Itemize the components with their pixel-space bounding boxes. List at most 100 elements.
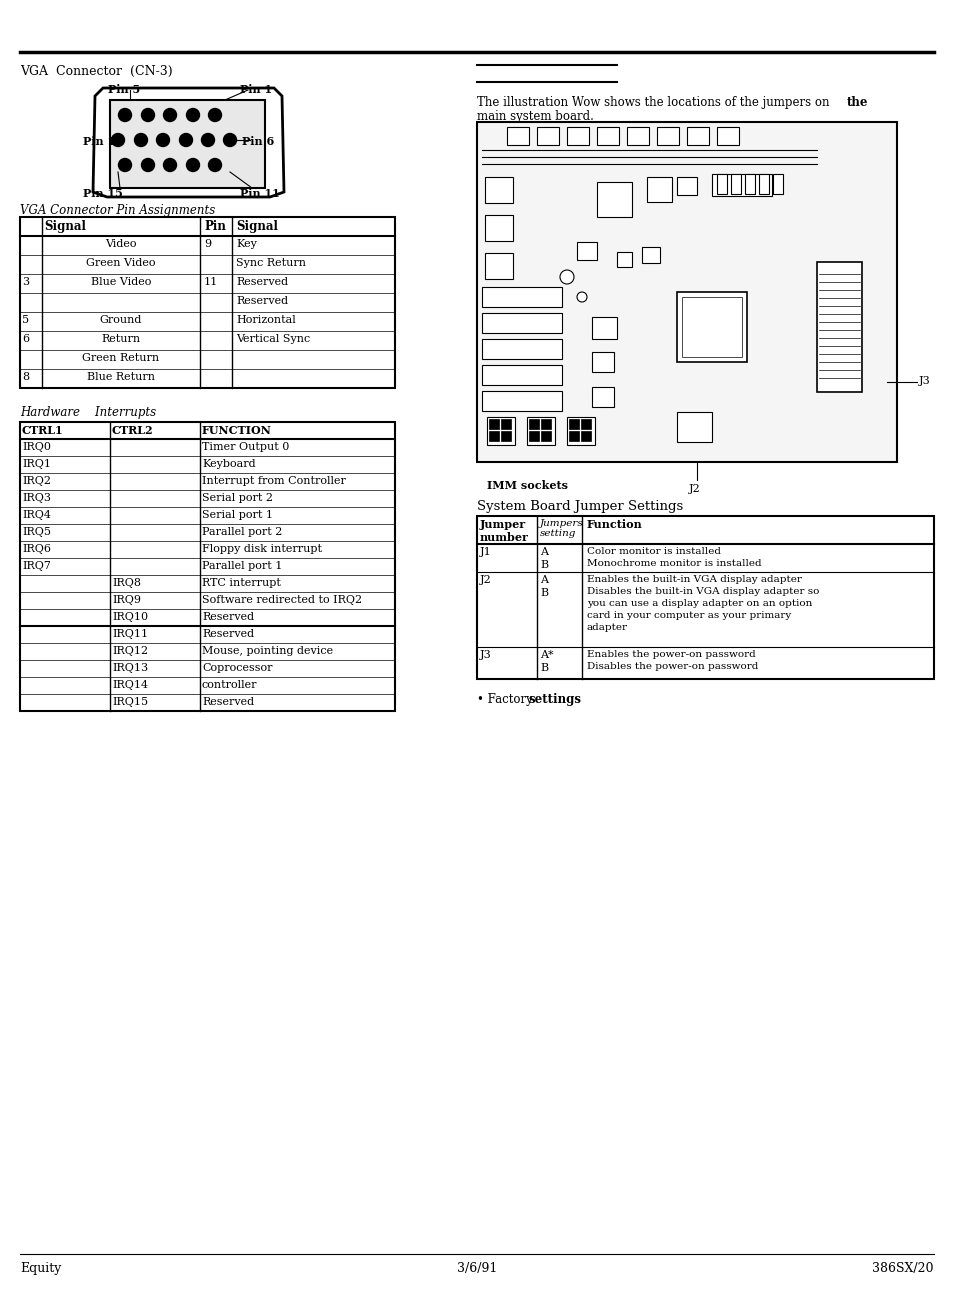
Bar	[489, 420, 498, 429]
Text: Signal: Signal	[235, 219, 277, 232]
Bar	[540, 420, 551, 429]
Text: 3/6/91: 3/6/91	[456, 1263, 497, 1276]
Bar	[506, 127, 529, 145]
Text: VGA  Connector  (CN-3): VGA Connector (CN-3)	[20, 65, 172, 77]
Bar	[592, 387, 614, 407]
Circle shape	[209, 159, 221, 172]
Bar	[617, 252, 631, 267]
Circle shape	[559, 270, 574, 284]
Bar	[500, 420, 511, 429]
Bar	[484, 216, 513, 241]
Bar	[540, 431, 551, 442]
Circle shape	[118, 159, 132, 172]
Bar	[484, 253, 513, 279]
Text: IRQ3: IRQ3	[22, 493, 51, 503]
Text: main system board.: main system board.	[476, 110, 594, 123]
Text: Serial port 1: Serial port 1	[202, 510, 273, 520]
Text: IRQ5: IRQ5	[22, 527, 51, 537]
Bar	[110, 99, 265, 188]
Text: B: B	[539, 587, 548, 598]
Text: System Board Jumper Settings: System Board Jumper Settings	[476, 500, 682, 513]
Text: card in your computer as your primary: card in your computer as your primary	[586, 611, 790, 620]
Text: Jumpers
setting: Jumpers setting	[539, 519, 583, 538]
Bar	[626, 127, 648, 145]
Text: A: A	[539, 574, 547, 585]
Bar	[537, 127, 558, 145]
Bar	[486, 417, 515, 445]
Text: adapter: adapter	[586, 624, 627, 633]
Bar	[481, 391, 561, 411]
Circle shape	[141, 108, 154, 121]
Bar	[20, 422, 395, 711]
Circle shape	[141, 159, 154, 172]
Text: IRQ12: IRQ12	[112, 646, 148, 656]
Text: IRQ14: IRQ14	[112, 680, 148, 689]
Circle shape	[156, 133, 170, 146]
Bar	[711, 174, 771, 196]
Text: Monochrome monitor is installed: Monochrome monitor is installed	[586, 559, 760, 568]
Bar	[657, 127, 679, 145]
Text: Vertical Sync: Vertical Sync	[235, 334, 310, 343]
Text: Serial port 2: Serial port 2	[202, 493, 273, 503]
Text: The illustration Wow shows the locations of the jumpers on: The illustration Wow shows the locations…	[476, 96, 832, 108]
Text: Horizontal: Horizontal	[235, 315, 295, 325]
Text: Ground: Ground	[100, 315, 142, 325]
Bar	[529, 431, 538, 442]
Text: Coprocessor: Coprocessor	[202, 664, 273, 673]
Text: Interrupt from Controller: Interrupt from Controller	[202, 476, 346, 485]
Text: B: B	[539, 664, 548, 673]
Bar	[526, 417, 555, 445]
Text: CTRL1: CTRL1	[22, 425, 64, 436]
Circle shape	[179, 133, 193, 146]
Text: IRQ11: IRQ11	[112, 629, 148, 639]
Circle shape	[186, 108, 199, 121]
Text: IMM sockets: IMM sockets	[486, 480, 567, 491]
Text: VGA Connector Pin Assignments: VGA Connector Pin Assignments	[20, 204, 215, 217]
Bar	[568, 431, 578, 442]
Text: settings: settings	[529, 693, 581, 706]
Text: 8: 8	[22, 372, 30, 382]
Bar	[476, 123, 896, 462]
Bar	[730, 174, 740, 194]
Bar	[816, 262, 862, 392]
Text: IRQ8: IRQ8	[112, 578, 141, 587]
Text: IRQ9: IRQ9	[112, 595, 141, 605]
Text: you can use a display adapter on an option: you can use a display adapter on an opti…	[586, 599, 812, 608]
Text: Software redirected to IRQ2: Software redirected to IRQ2	[202, 595, 362, 605]
Text: Reserved: Reserved	[202, 697, 253, 707]
Text: Enables the built-in VGA display adapter: Enables the built-in VGA display adapter	[586, 574, 801, 584]
Text: A: A	[539, 547, 547, 556]
Text: Signal: Signal	[44, 219, 86, 232]
Text: Green Video: Green Video	[86, 258, 155, 269]
Text: Reserved: Reserved	[235, 278, 288, 287]
Text: Pin 1: Pin 1	[240, 84, 272, 96]
Text: J3: J3	[918, 376, 930, 386]
Text: IRQ10: IRQ10	[112, 612, 148, 622]
Text: Blue Return: Blue Return	[87, 372, 154, 382]
Text: Video: Video	[105, 239, 136, 249]
Text: Pin 10: Pin 10	[83, 136, 123, 147]
Text: Pin 15: Pin 15	[83, 188, 123, 199]
Bar	[489, 431, 498, 442]
Circle shape	[163, 159, 176, 172]
Circle shape	[163, 108, 176, 121]
Text: Color monitor is installed: Color monitor is installed	[586, 547, 720, 556]
Bar	[744, 174, 754, 194]
Text: Reserved: Reserved	[202, 612, 253, 622]
Bar	[568, 420, 578, 429]
Bar	[580, 431, 590, 442]
Text: Blue Video: Blue Video	[91, 278, 151, 287]
Bar	[500, 431, 511, 442]
Text: Disables the power-on password: Disables the power-on password	[586, 662, 758, 671]
Circle shape	[118, 108, 132, 121]
Text: IRQ2: IRQ2	[22, 476, 51, 485]
Bar	[476, 516, 933, 679]
Bar	[641, 247, 659, 263]
Text: Key: Key	[235, 239, 256, 249]
Bar	[481, 365, 561, 385]
Text: 5: 5	[22, 315, 30, 325]
Text: 9: 9	[204, 239, 211, 249]
Text: IRQ0: IRQ0	[22, 442, 51, 452]
Text: 3: 3	[22, 278, 30, 287]
Bar	[484, 177, 513, 203]
